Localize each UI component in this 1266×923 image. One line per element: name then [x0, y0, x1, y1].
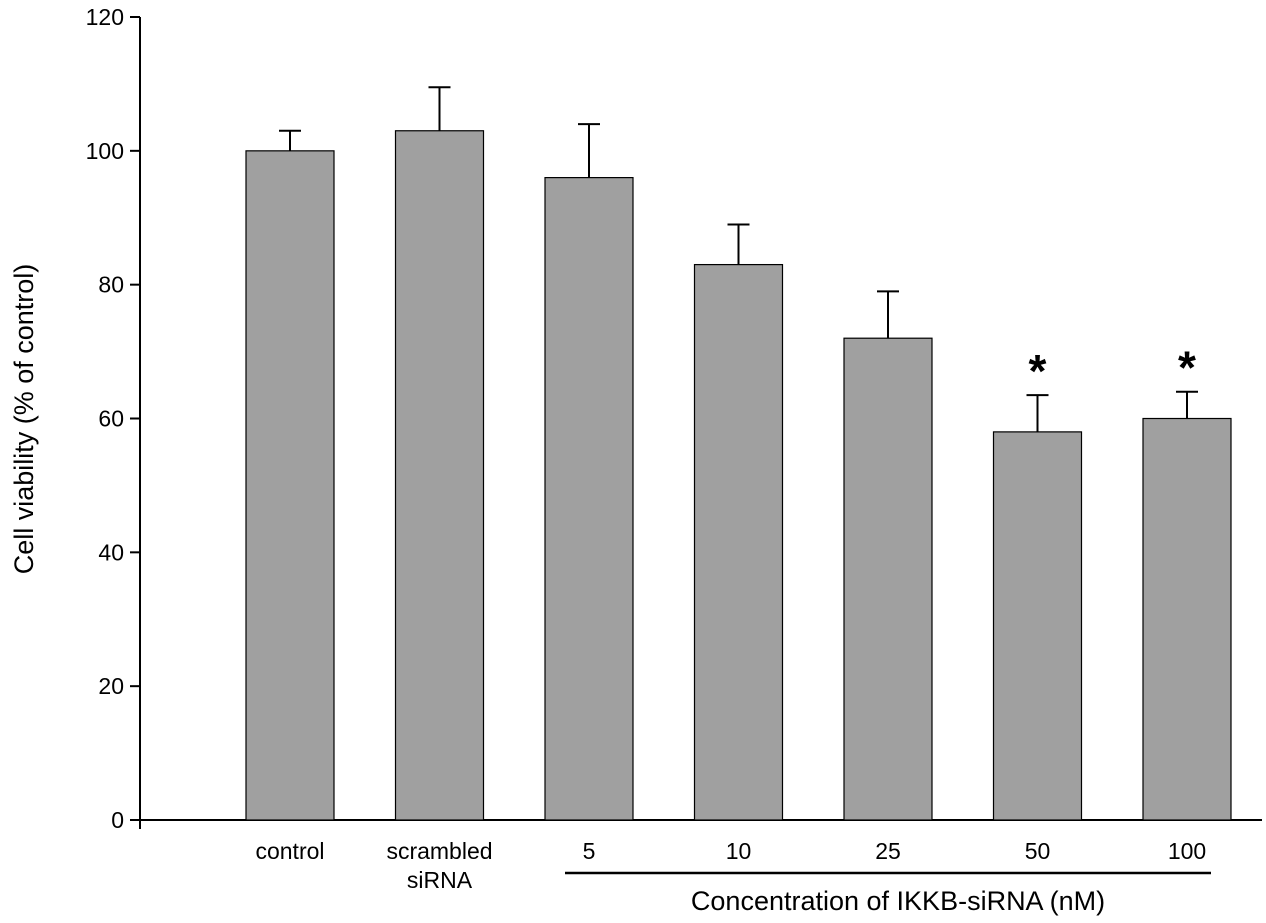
significance-mark: *	[1178, 342, 1196, 394]
x-tick-label: 5	[583, 838, 596, 864]
bar	[1142, 417, 1232, 821]
bars	[245, 130, 1232, 821]
y-tick-label: 60	[98, 406, 124, 432]
significance-mark: *	[1029, 345, 1047, 397]
y-tick-label: 0	[111, 807, 124, 833]
x-tick-label: 100	[1168, 838, 1206, 864]
error-bars	[279, 86, 1198, 432]
labels: control scrambled siRNA 5 10 25 * 50 * 100	[255, 342, 1206, 893]
y-tick-label: 80	[98, 272, 124, 298]
y-axis-title: Cell viability (% of control)	[9, 264, 39, 575]
x-tick-label: siRNA	[407, 867, 473, 893]
concentration-group: Concentration of IKKB-siRNA (nM)	[565, 871, 1211, 916]
y-tick-label: 100	[86, 138, 124, 164]
bar	[544, 177, 634, 821]
x-tick-label: 10	[726, 838, 752, 864]
x-tick-label: scrambled	[386, 838, 492, 864]
y-tick-label: 40	[98, 539, 124, 565]
x-tick-label: 50	[1025, 838, 1051, 864]
bar	[245, 150, 335, 821]
bar	[394, 130, 485, 821]
y-tick-label: 20	[98, 673, 124, 699]
bar	[992, 431, 1083, 821]
y-tick-label: 120	[86, 4, 124, 30]
group-label: Concentration of IKKB-siRNA (nM)	[691, 886, 1105, 916]
bar	[843, 337, 933, 821]
bar	[693, 263, 784, 821]
x-tick-label: control	[255, 838, 324, 864]
x-tick-label: 25	[875, 838, 901, 864]
